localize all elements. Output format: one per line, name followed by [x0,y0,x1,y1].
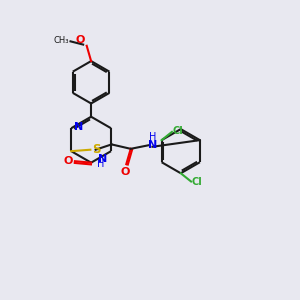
Text: H: H [149,132,156,142]
Text: S: S [92,143,100,156]
Text: O: O [63,156,73,166]
Text: H: H [97,159,104,170]
Text: CH₃: CH₃ [53,36,69,45]
Text: N: N [74,122,83,132]
Text: O: O [120,167,130,177]
Text: Cl: Cl [192,177,203,187]
Text: O: O [76,34,85,45]
Text: Cl: Cl [173,126,184,136]
Text: N: N [148,140,158,150]
Text: N: N [98,154,107,164]
